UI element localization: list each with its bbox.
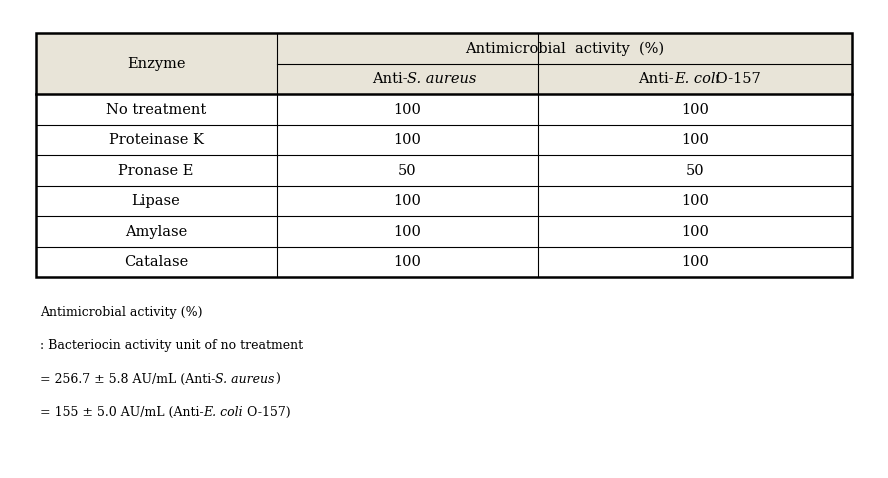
Text: 100: 100 [393, 194, 421, 208]
Text: Amylase: Amylase [125, 225, 187, 239]
Text: = 256.7 ± 5.8 AU/mL (Anti-: = 256.7 ± 5.8 AU/mL (Anti- [40, 373, 215, 386]
Text: 50: 50 [686, 163, 704, 178]
Text: 100: 100 [681, 225, 710, 239]
Text: : Bacteriocin activity unit of no treatment: : Bacteriocin activity unit of no treatm… [40, 339, 303, 352]
Text: E. coli: E. coli [674, 72, 720, 86]
Text: Antimicrobial  activity  (%): Antimicrobial activity (%) [465, 42, 664, 56]
Text: 100: 100 [393, 103, 421, 117]
Text: No treatment: No treatment [106, 103, 206, 117]
Bar [36, 33, 852, 277]
Text: = 155 ± 5.0 AU/mL (Anti-: = 155 ± 5.0 AU/mL (Anti- [40, 406, 203, 419]
Bar [36, 95, 852, 277]
Text: Lipase: Lipase [131, 194, 180, 208]
Text: 100: 100 [681, 255, 710, 269]
Text: 100: 100 [681, 194, 710, 208]
Text: 100: 100 [681, 133, 710, 147]
Bar [36, 33, 852, 95]
Text: Anti-: Anti- [371, 72, 408, 86]
Text: O-157): O-157) [243, 406, 291, 419]
Text: Anti-: Anti- [638, 72, 674, 86]
Text: 50: 50 [398, 163, 416, 178]
Text: ): ) [274, 373, 280, 386]
Text: ​S.​ aureus: ​S.​ aureus [408, 72, 477, 86]
Text: 100: 100 [393, 255, 421, 269]
Text: Pronase E: Pronase E [118, 163, 194, 178]
Text: 100: 100 [393, 133, 421, 147]
Text: 100: 100 [681, 103, 710, 117]
Text: E. coli: E. coli [203, 406, 243, 419]
Text: Antimicrobial activity (%): Antimicrobial activity (%) [40, 306, 202, 319]
Text: S. aureus: S. aureus [215, 373, 274, 386]
Text: Enzyme: Enzyme [127, 57, 186, 71]
Text: Proteinase K: Proteinase K [108, 133, 203, 147]
Text: Catalase: Catalase [124, 255, 188, 269]
Text: O-157: O-157 [711, 72, 761, 86]
Text: 100: 100 [393, 225, 421, 239]
